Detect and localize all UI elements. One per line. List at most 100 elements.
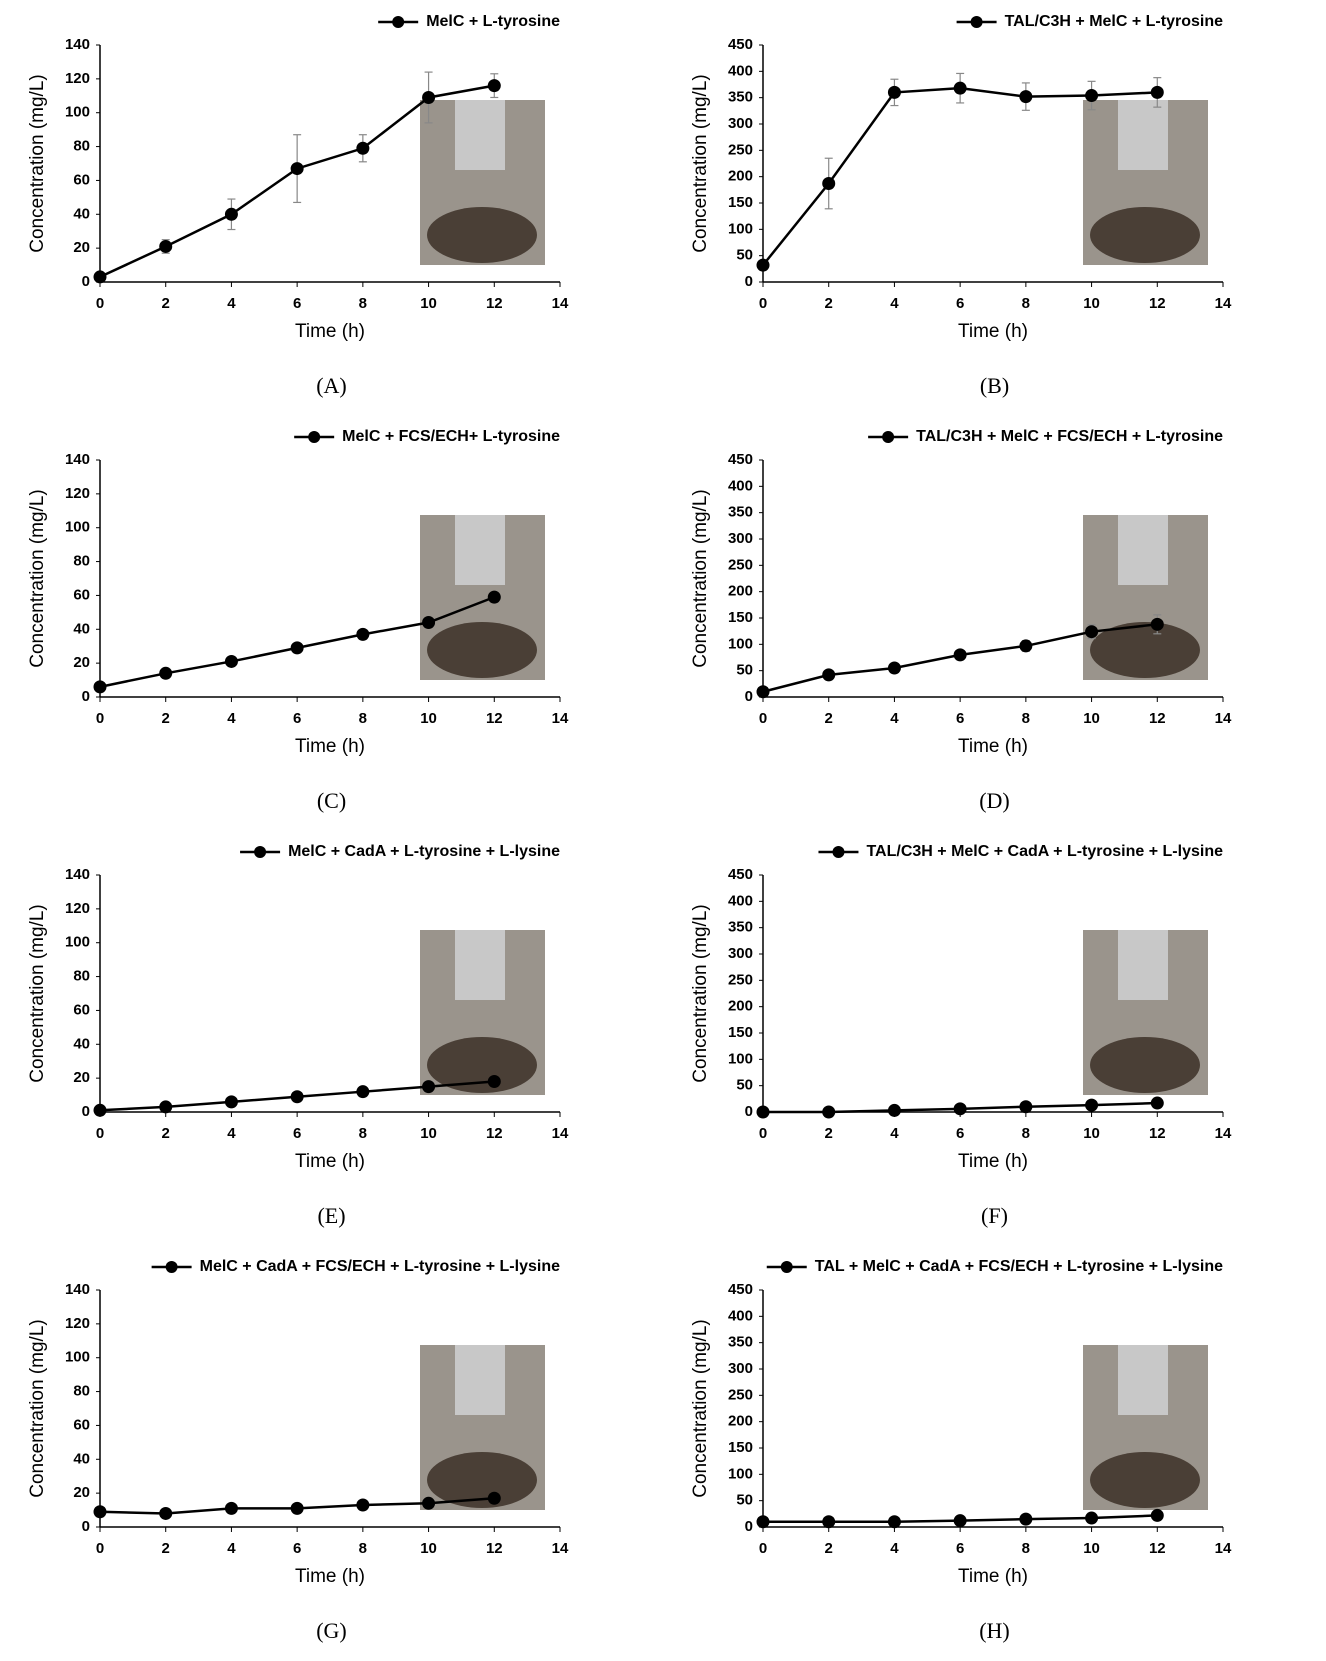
y-tick-label: 100 xyxy=(65,104,90,121)
flask-photo-top xyxy=(1118,100,1168,170)
y-tick-label: 400 xyxy=(728,892,753,909)
data-point xyxy=(954,82,967,95)
data-point xyxy=(422,91,435,104)
y-tick-label: 0 xyxy=(745,273,753,290)
x-tick-label: 4 xyxy=(890,1540,899,1557)
legend-marker xyxy=(254,846,266,858)
data-point xyxy=(1085,1512,1098,1525)
x-tick-label: 8 xyxy=(1022,295,1030,312)
data-point xyxy=(1151,1509,1164,1522)
flask-photo-top xyxy=(455,515,505,585)
y-tick-label: 40 xyxy=(73,620,90,637)
y-tick-label: 300 xyxy=(728,945,753,962)
y-tick-label: 100 xyxy=(728,635,753,652)
y-tick-label: 100 xyxy=(65,519,90,536)
y-tick-label: 250 xyxy=(728,971,753,988)
y-tick-label: 0 xyxy=(745,1518,753,1535)
x-tick-label: 14 xyxy=(552,1540,569,1557)
legend-label: TAL/C3H + MelC + L-tyrosine xyxy=(1005,13,1224,30)
data-point xyxy=(757,259,770,272)
data-point xyxy=(888,662,901,675)
x-tick-label: 12 xyxy=(486,295,503,312)
x-tick-label: 8 xyxy=(359,295,367,312)
data-point xyxy=(422,1080,435,1093)
y-tick-label: 200 xyxy=(728,1413,753,1430)
y-tick-label: 140 xyxy=(65,451,90,468)
x-tick-label: 8 xyxy=(359,1540,367,1557)
data-point xyxy=(94,680,107,693)
x-tick-label: 10 xyxy=(1083,295,1100,312)
y-tick-label: 450 xyxy=(728,451,753,468)
legend-label: TAL + MelC + CadA + FCS/ECH + L-tyrosine… xyxy=(815,1258,1223,1275)
x-tick-label: 8 xyxy=(359,710,367,727)
x-tick-label: 2 xyxy=(825,295,833,312)
panel-label: (G) xyxy=(316,1618,347,1643)
data-point xyxy=(356,142,369,155)
flask-photo-top xyxy=(455,100,505,170)
x-tick-label: 10 xyxy=(420,1125,437,1142)
legend-label: MelC + FCS/ECH+ L-tyrosine xyxy=(342,428,560,445)
legend-label: MelC + L-tyrosine xyxy=(426,13,560,30)
x-tick-label: 12 xyxy=(1149,1125,1166,1142)
y-tick-label: 120 xyxy=(65,1315,90,1332)
x-tick-label: 12 xyxy=(486,710,503,727)
x-tick-label: 2 xyxy=(825,1125,833,1142)
data-point xyxy=(159,1507,172,1520)
y-tick-label: 450 xyxy=(728,866,753,883)
data-point xyxy=(488,79,501,92)
x-tick-label: 4 xyxy=(227,1540,236,1557)
legend-label: TAL/C3H + MelC + FCS/ECH + L-tyrosine xyxy=(916,428,1223,445)
y-tick-label: 400 xyxy=(728,62,753,79)
x-tick-label: 0 xyxy=(96,710,104,727)
x-tick-label: 0 xyxy=(759,295,767,312)
x-tick-label: 8 xyxy=(1022,1540,1030,1557)
data-point xyxy=(225,1095,238,1108)
y-tick-label: 80 xyxy=(73,138,90,155)
y-tick-label: 250 xyxy=(728,556,753,573)
legend-marker xyxy=(308,431,320,443)
y-tick-label: 100 xyxy=(728,1465,753,1482)
legend-marker xyxy=(971,16,983,28)
y-tick-label: 300 xyxy=(728,530,753,547)
data-point xyxy=(757,1515,770,1528)
x-tick-label: 0 xyxy=(96,1125,104,1142)
y-tick-label: 0 xyxy=(745,1103,753,1120)
data-point xyxy=(1019,1100,1032,1113)
x-tick-label: 2 xyxy=(825,710,833,727)
data-point xyxy=(488,591,501,604)
y-tick-label: 100 xyxy=(728,1050,753,1067)
y-axis-label: Concentration (mg/L) xyxy=(27,1319,48,1497)
y-axis-label: Concentration (mg/L) xyxy=(27,489,48,667)
y-tick-label: 40 xyxy=(73,205,90,222)
y-tick-label: 400 xyxy=(728,1307,753,1324)
panel-label: (E) xyxy=(317,1203,345,1228)
x-tick-label: 6 xyxy=(293,1540,301,1557)
y-axis-label: Concentration (mg/L) xyxy=(690,489,711,667)
flask-photo-bottom xyxy=(1090,1037,1200,1093)
legend-label: TAL/C3H + MelC + CadA + L-tyrosine + L-l… xyxy=(866,843,1223,860)
y-tick-label: 0 xyxy=(82,1103,90,1120)
y-tick-label: 200 xyxy=(728,583,753,600)
legend-marker xyxy=(781,1261,793,1273)
data-point xyxy=(488,1075,501,1088)
data-point xyxy=(356,1498,369,1511)
y-tick-label: 50 xyxy=(736,247,753,264)
x-tick-label: 10 xyxy=(1083,1125,1100,1142)
x-tick-label: 12 xyxy=(486,1125,503,1142)
x-tick-label: 14 xyxy=(1215,295,1232,312)
data-point xyxy=(291,1090,304,1103)
data-point xyxy=(1151,618,1164,631)
y-tick-label: 350 xyxy=(728,89,753,106)
x-axis-label: Time (h) xyxy=(295,1566,365,1587)
y-tick-label: 40 xyxy=(73,1450,90,1467)
y-tick-label: 200 xyxy=(728,998,753,1015)
panel-label: (D) xyxy=(979,788,1010,813)
data-point xyxy=(94,270,107,283)
x-tick-label: 12 xyxy=(486,1540,503,1557)
y-tick-label: 250 xyxy=(728,141,753,158)
x-tick-label: 0 xyxy=(759,710,767,727)
